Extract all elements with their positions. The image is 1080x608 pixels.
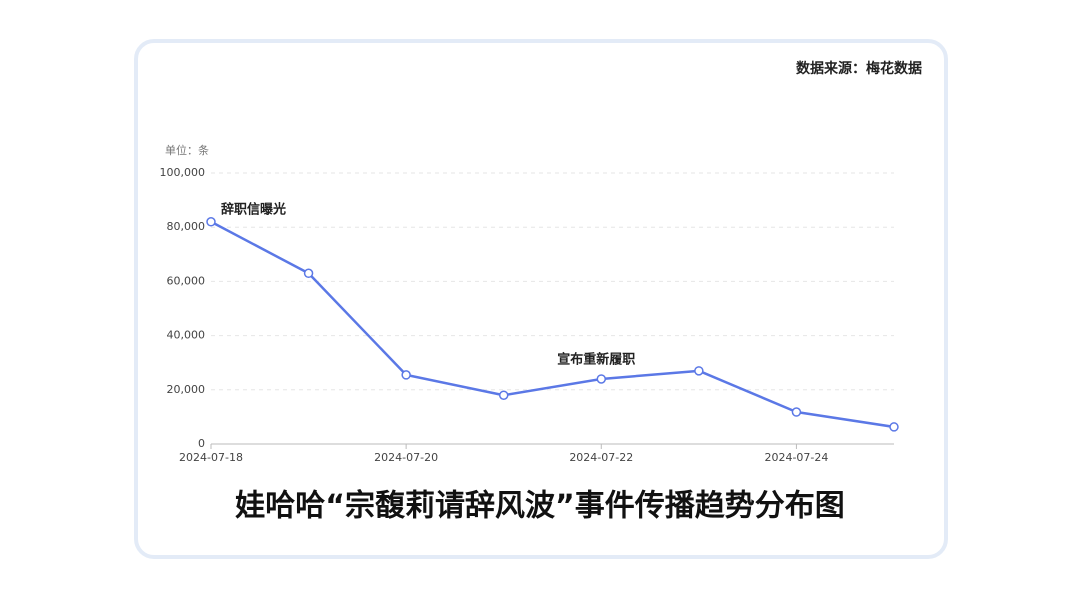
unit-label: 单位：条 bbox=[165, 143, 209, 157]
x-tick-label: 2024-07-18 bbox=[179, 451, 243, 464]
point bbox=[206, 217, 216, 227]
y-tick-label: 40,000 bbox=[167, 329, 206, 342]
x-tick-label: 2024-07-24 bbox=[764, 451, 828, 464]
point bbox=[401, 370, 411, 380]
annotation: 辞职信曝光 bbox=[221, 201, 286, 217]
x-tick-label: 2024-07-22 bbox=[569, 451, 633, 464]
chart-title: 娃哈哈“宗馥莉请辞风波”事件传播趋势分布图 bbox=[235, 489, 844, 524]
line bbox=[210, 220, 895, 429]
source: 数据来源：梅花数据 bbox=[796, 60, 922, 77]
y-tick-label: 100,000 bbox=[160, 166, 206, 179]
y-tick-label: 20,000 bbox=[167, 383, 206, 396]
point bbox=[694, 366, 704, 376]
y-tick-label: 80,000 bbox=[167, 220, 206, 233]
point bbox=[889, 422, 899, 432]
x-tick-label: 2024-07-20 bbox=[374, 451, 438, 464]
point bbox=[791, 407, 802, 417]
point bbox=[498, 390, 509, 400]
y-tick-label: 0 bbox=[198, 437, 205, 450]
annotation: 宣布重新履职 bbox=[557, 351, 635, 367]
point bbox=[303, 268, 314, 279]
y-tick-label: 60,000 bbox=[167, 274, 206, 287]
card bbox=[134, 39, 948, 559]
point bbox=[596, 374, 607, 384]
